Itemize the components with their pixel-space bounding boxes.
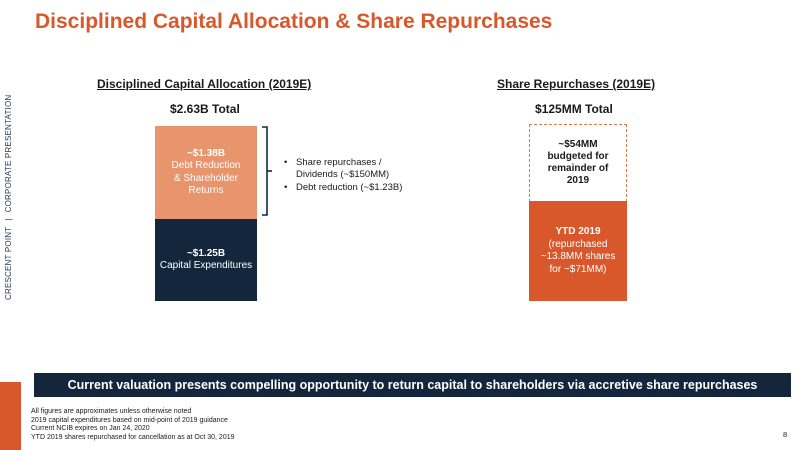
repurchases-top-line: 2019 — [566, 175, 590, 186]
allocation-bullets: Share repurchases / Dividends (~$150MM) … — [282, 157, 402, 195]
slide-title: Disciplined Capital Allocation & Share R… — [35, 10, 553, 33]
allocation-top-line: Returns — [188, 185, 224, 196]
key-message-banner: Current valuation presents compelling op… — [34, 373, 791, 397]
side-accent-bar — [0, 382, 21, 450]
repurchases-top-line: budgeted for — [547, 151, 609, 162]
bullet-line: Dividends (~$150MM) — [296, 169, 390, 180]
repurchases-ytd-line: ~13.8MM shares — [540, 251, 616, 262]
repurchases-budgeted-block: ~$54MM budgeted for remainder of 2019 — [529, 124, 627, 202]
allocation-top-line: Debt Reduction — [171, 160, 241, 171]
allocation-total: $2.63B Total — [170, 102, 240, 116]
side-label-company: CRESCENT POINT — [4, 226, 13, 300]
allocation-capex-block: ~$1.25B Capital Expenditures — [155, 219, 257, 301]
repurchases-heading: Share Repurchases (2019E) — [497, 77, 656, 91]
repurchases-top-line: ~$54MM — [558, 139, 598, 150]
allocation-heading: Disciplined Capital Allocation (2019E) — [97, 77, 312, 91]
footnotes: All figures are approximates unless othe… — [31, 408, 235, 442]
allocation-bottom-amount: ~$1.25B — [186, 247, 226, 259]
repurchases-ytd-line: (repurchased — [548, 238, 608, 250]
footnote: All figures are approximates unless othe… — [31, 408, 192, 415]
allocation-top-line: & Shareholder — [174, 172, 238, 184]
page-number: 8 — [783, 430, 788, 439]
bullet-line: Debt reduction (~$1.23B) — [296, 182, 403, 193]
side-label-doc: CORPORATE PRESENTATION — [4, 94, 13, 213]
side-strip — [0, 0, 21, 450]
footnote: Current NCIB expires on Jan 24, 2020 — [31, 425, 150, 433]
repurchases-top-line: remainder of — [547, 163, 609, 174]
bracket-icon — [262, 126, 272, 216]
side-label-separator: | — [4, 218, 13, 221]
footnote: 2019 capital expenditures based on mid-p… — [31, 416, 228, 424]
allocation-debt-shareholder-block: ~$1.38B Debt Reduction & Shareholder Ret… — [155, 126, 257, 219]
footnote: YTD 2019 shares repurchased for cancella… — [31, 433, 235, 441]
side-label: CRESCENT POINT | CORPORATE PRESENTATION — [4, 60, 16, 300]
repurchases-ytd-line: for ~$71MM) — [549, 263, 607, 275]
repurchases-ytd-title: YTD 2019 — [555, 226, 601, 237]
allocation-top-amount: ~$1.38B — [186, 147, 226, 159]
bullet-item: Share repurchases / Dividends (~$150MM) — [282, 157, 402, 181]
bullet-item: Debt reduction (~$1.23B) — [282, 182, 402, 194]
bullet-line: Share repurchases / — [296, 157, 382, 168]
repurchases-ytd-block: YTD 2019 (repurchased ~13.8MM shares for… — [529, 201, 627, 301]
repurchases-total: $125MM Total — [535, 102, 613, 116]
allocation-bottom-line: Capital Expenditures — [159, 260, 253, 271]
